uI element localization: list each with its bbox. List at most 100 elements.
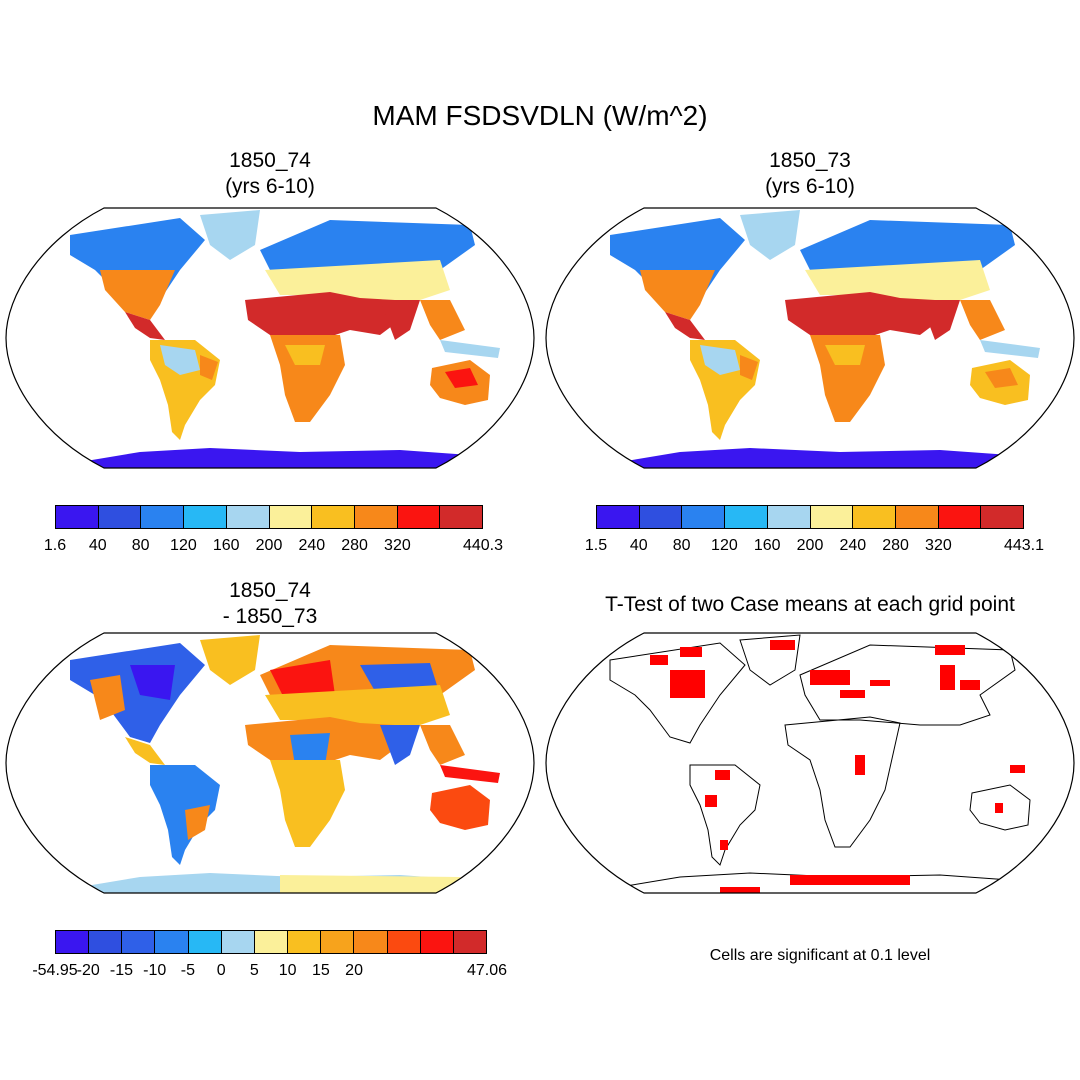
- colorbar-box: [155, 931, 189, 953]
- colorbar-tick-label: 1.5: [584, 537, 608, 554]
- colorbar-tick-label: 120: [711, 537, 738, 554]
- colorbar-box: [639, 506, 683, 528]
- colorbar-box: [269, 506, 313, 528]
- land-north-america-south: [100, 270, 175, 320]
- panel2-title-line1: 1850_73: [769, 149, 851, 172]
- colorbar-box: [397, 506, 441, 528]
- land-greenland: [740, 210, 800, 260]
- land-india: [380, 300, 420, 340]
- colorbar-box: [221, 931, 255, 953]
- colorbar-box: [89, 931, 123, 953]
- colorbar-box: [420, 931, 454, 953]
- panel2-title-line2: (yrs 6-10): [765, 175, 855, 198]
- figure-title: MAM FSDSVDLN (W/m^2): [372, 100, 708, 131]
- colorbar-tick-label: 5: [249, 962, 259, 979]
- colorbar-tick-label: -20: [76, 962, 100, 979]
- colorbar-box: [682, 506, 726, 528]
- colorbar-tick-label: 160: [753, 537, 781, 554]
- panel3-title: 1850_74 - 1850_73: [120, 578, 420, 630]
- land-sa-red: [200, 355, 218, 380]
- land-se-asia: [420, 300, 465, 340]
- colorbar-box: [226, 506, 270, 528]
- land-sa-warm: [185, 805, 210, 840]
- land-north-america: [70, 218, 205, 318]
- land-indonesia: [440, 765, 500, 783]
- colorbar-box: [56, 931, 90, 953]
- significance-note: Cells are significant at 0.1 level: [709, 947, 931, 964]
- panel4-title: T-Test of two Case means at each grid po…: [605, 593, 1015, 616]
- colorbar-box: [98, 506, 142, 528]
- colorbar-panel3: [55, 930, 487, 954]
- panel3-title-line1: 1850_74: [229, 579, 311, 602]
- land-se-asia: [420, 725, 465, 765]
- colorbar-box: [895, 506, 939, 528]
- coast-australia: [969, 784, 1031, 831]
- colorbar-box: [810, 506, 854, 528]
- colorbar-panel2-labels: 1.5 40 80 120 160 200 240 280 320 443.1: [585, 537, 1044, 557]
- colorbar-tick-label: 280: [882, 537, 909, 554]
- land-antarctica: [80, 448, 520, 468]
- land-eurasia-red: [270, 660, 335, 700]
- panel1-title: 1850_74 (yrs 6-10): [120, 148, 420, 200]
- colorbar-box: [767, 506, 811, 528]
- colorbar-tick-label: -54.95: [32, 962, 78, 979]
- colorbar-box: [981, 506, 1024, 528]
- land-africa-south: [810, 335, 885, 422]
- colorbar-tick-label: 200: [255, 537, 283, 554]
- land-africa-south: [270, 760, 345, 847]
- panel3-title-line2: - 1850_73: [222, 605, 318, 628]
- land-greenland: [200, 210, 260, 260]
- colorbar-tick-label: 200: [796, 537, 824, 554]
- colorbar-box: [354, 506, 398, 528]
- colorbar-box: [188, 931, 222, 953]
- land-south-america: [150, 765, 220, 865]
- colorbar-box: [184, 506, 227, 528]
- land-north-america: [610, 218, 745, 318]
- colorbar-box: [387, 931, 421, 953]
- colorbar-panel1-labels: 1.6 40 80 120 160 200 240 280 320 440.3: [44, 537, 503, 557]
- colorbar-tick-label: 47.06: [466, 962, 508, 979]
- land-north-america-south: [640, 270, 715, 320]
- colorbar-box: [597, 506, 640, 528]
- land-greenland: [200, 635, 260, 685]
- colorbar-tick-label: 40: [88, 537, 107, 554]
- map-panel2: [545, 207, 1075, 469]
- colorbar-box: [440, 506, 483, 528]
- colorbar-tick-label: 40: [629, 537, 648, 554]
- colorbar-tick-label: 320: [925, 537, 952, 554]
- land-africa-south: [270, 335, 345, 422]
- land-eurasia-mid: [265, 260, 450, 300]
- colorbar-tick-label: 1.6: [43, 537, 67, 554]
- colorbar-box: [853, 506, 896, 528]
- land-eurasia-mid: [805, 260, 990, 300]
- colorbar-tick-label: 443.1: [1003, 537, 1045, 554]
- colorbar-tick-label: 10: [278, 962, 297, 979]
- colorbar-box: [288, 931, 322, 953]
- colorbar-panel2: [596, 505, 1024, 529]
- panel1-title-line2: (yrs 6-10): [225, 175, 315, 198]
- land-australia-center: [445, 368, 478, 388]
- colorbar-tick-label: -15: [109, 962, 134, 979]
- coast-north-america: [609, 642, 746, 744]
- land-central-america: [665, 312, 705, 340]
- land-australia-center: [985, 368, 1018, 388]
- significant-cells: [650, 640, 1025, 893]
- colorbar-tick-label: 20: [345, 962, 363, 979]
- land-africa-center: [825, 345, 865, 365]
- land-indonesia: [980, 340, 1040, 358]
- land-sa-red: [740, 355, 758, 380]
- land-central-america: [125, 312, 165, 340]
- land-africa-blue: [290, 733, 330, 765]
- land-antarctica-yellow: [280, 875, 480, 893]
- land-india: [920, 300, 960, 340]
- colorbar-box: [312, 506, 355, 528]
- land-antarctica: [620, 448, 1060, 468]
- colorbar-tick-label: 280: [341, 537, 368, 554]
- colorbar-panel1: [55, 505, 483, 529]
- land-africa-north: [245, 292, 400, 340]
- colorbar-tick-label: 15: [311, 962, 330, 979]
- land-africa-center: [285, 345, 325, 365]
- colorbar-tick-label: -5: [180, 962, 196, 979]
- colorbar-panel3-labels: -54.95 -20 -15 -10 -5 0 5 10 15 20 47.06: [32, 962, 507, 982]
- colorbar-box: [725, 506, 768, 528]
